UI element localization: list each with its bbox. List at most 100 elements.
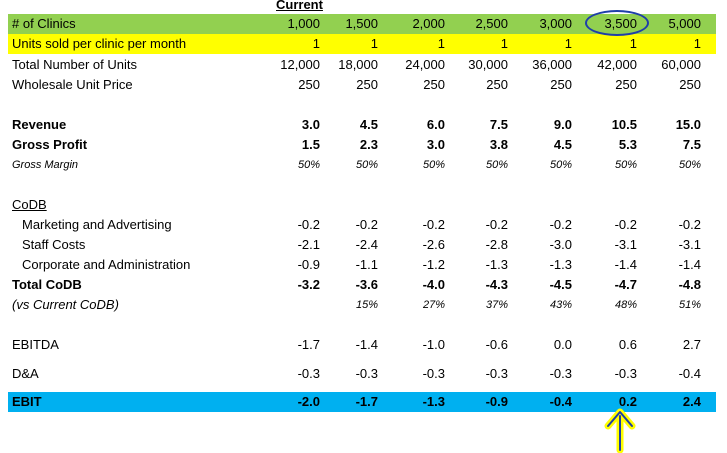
row-gross-profit: Gross Profit 1.5 2.3 3.0 3.8 4.5 5.3 7.5	[0, 135, 727, 155]
cell: 3,000	[539, 16, 572, 31]
cell: -3.6	[355, 277, 378, 292]
cell: 250	[615, 77, 637, 92]
cell: -1.0	[422, 337, 445, 352]
cell: 43%	[549, 299, 572, 311]
cell: 51%	[678, 299, 701, 311]
cell: 1	[312, 36, 320, 51]
cell: 0.6	[618, 337, 637, 352]
cell: 24,000	[405, 57, 445, 72]
cell: -0.2	[549, 217, 572, 232]
cell: 1	[500, 36, 508, 51]
cell: -4.7	[614, 277, 637, 292]
cell: -0.4	[678, 366, 701, 381]
cell: 60,000	[661, 57, 701, 72]
circle-annotation-icon	[585, 10, 649, 36]
cell: -1.7	[355, 394, 378, 409]
cell: 7.5	[682, 137, 701, 152]
cell: 50%	[549, 159, 572, 171]
cell: 50%	[485, 159, 508, 171]
row-marketing: Marketing and Advertising -0.2 -0.2 -0.2…	[0, 215, 727, 235]
cell: 2.4	[682, 394, 701, 409]
cell: -0.3	[614, 366, 637, 381]
cell: 250	[486, 77, 508, 92]
cell: 250	[550, 77, 572, 92]
row-vs-current-codb: (vs Current CoDB) 15% 27% 37% 43% 48% 51…	[0, 295, 727, 315]
cell: 5.3	[618, 137, 637, 152]
cell: -0.3	[549, 366, 572, 381]
cell: -0.2	[485, 217, 508, 232]
cell: 50%	[355, 159, 378, 171]
cell: 12,000	[280, 57, 320, 72]
green-band	[8, 14, 716, 34]
cell: 3.8	[489, 137, 508, 152]
cell: 1,500	[345, 16, 378, 31]
cell: -0.3	[355, 366, 378, 381]
cell: 5,000	[668, 16, 701, 31]
cell: -1.2	[422, 257, 445, 272]
cell: 250	[298, 77, 320, 92]
current-column-header: Current	[276, 0, 323, 12]
cell: -0.3	[422, 366, 445, 381]
cell: -1.4	[355, 337, 378, 352]
row-label: Gross Margin	[12, 159, 79, 171]
cell: 1	[437, 36, 445, 51]
cell: 0.2	[618, 394, 637, 409]
cell: 9.0	[553, 117, 572, 132]
row-label: Gross Profit	[12, 137, 88, 152]
cell: 7.5	[489, 117, 508, 132]
row-d-and-a: D&A -0.3 -0.3 -0.3 -0.3 -0.3 -0.3 -0.4	[0, 364, 727, 384]
cell: 37%	[485, 299, 508, 311]
row-total-codb: Total CoDB -3.2 -3.6 -4.0 -4.3 -4.5 -4.7…	[0, 275, 727, 295]
cell: -0.9	[297, 257, 320, 272]
row-label: EBIT	[12, 394, 42, 409]
cell: -0.2	[297, 217, 320, 232]
row-unit-price: Wholesale Unit Price 250 250 250 250 250…	[0, 75, 727, 95]
cell: -4.5	[549, 277, 572, 292]
cell: 1,000	[287, 16, 320, 31]
cell: 27%	[422, 299, 445, 311]
row-label: (vs Current CoDB)	[12, 297, 119, 312]
row-total-units: Total Number of Units 12,000 18,000 24,0…	[0, 55, 727, 75]
cell: -0.2	[614, 217, 637, 232]
cell: 48%	[614, 299, 637, 311]
cell: -3.2	[297, 277, 320, 292]
row-ebitda: EBITDA -1.7 -1.4 -1.0 -0.6 0.0 0.6 2.7	[0, 335, 727, 355]
cell: -0.4	[549, 394, 572, 409]
cell: -3.1	[678, 237, 701, 252]
cell: 18,000	[338, 57, 378, 72]
cell: 15.0	[675, 117, 701, 132]
cell: 1	[370, 36, 378, 51]
cell: -0.3	[297, 366, 320, 381]
cell: 50%	[297, 159, 320, 171]
cell: 1	[693, 36, 701, 51]
cell: 1.5	[301, 137, 320, 152]
row-label: Total Number of Units	[12, 57, 137, 72]
cell: -0.3	[485, 366, 508, 381]
cell: 4.5	[553, 137, 572, 152]
cell: -0.2	[422, 217, 445, 232]
section-heading: CoDB	[12, 197, 47, 212]
row-label: Units sold per clinic per month	[12, 36, 187, 51]
cell: -2.8	[485, 237, 508, 252]
row-label: D&A	[12, 366, 39, 381]
cell: 50%	[614, 159, 637, 171]
row-label: EBITDA	[12, 337, 59, 352]
cell: -2.6	[422, 237, 445, 252]
cell: -1.4	[614, 257, 637, 272]
cell: 3.0	[426, 137, 445, 152]
cell: -0.2	[678, 217, 701, 232]
cell: 10.5	[611, 117, 637, 132]
row-corporate-admin: Corporate and Administration -0.9 -1.1 -…	[0, 255, 727, 275]
cell: -4.3	[485, 277, 508, 292]
cell: 36,000	[532, 57, 572, 72]
row-ebit: EBIT -2.0 -1.7 -1.3 -0.9 -0.4 0.2 2.4	[0, 392, 727, 412]
cell: -4.8	[678, 277, 701, 292]
row-label: Marketing and Advertising	[22, 217, 172, 232]
cell: -2.0	[297, 394, 320, 409]
cell: 2,500	[475, 16, 508, 31]
row-label: Wholesale Unit Price	[12, 77, 133, 92]
cell: -1.4	[678, 257, 701, 272]
row-revenue: Revenue 3.0 4.5 6.0 7.5 9.0 10.5 15.0	[0, 115, 727, 135]
cell: 30,000	[468, 57, 508, 72]
cell: -3.1	[614, 237, 637, 252]
